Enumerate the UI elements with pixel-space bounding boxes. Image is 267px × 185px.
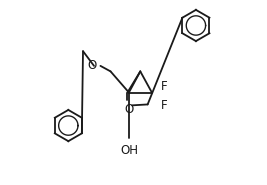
Text: O: O xyxy=(88,59,97,72)
Text: OH: OH xyxy=(120,144,138,157)
Text: F: F xyxy=(161,99,168,112)
Text: F: F xyxy=(161,80,168,92)
Text: O: O xyxy=(125,103,134,116)
